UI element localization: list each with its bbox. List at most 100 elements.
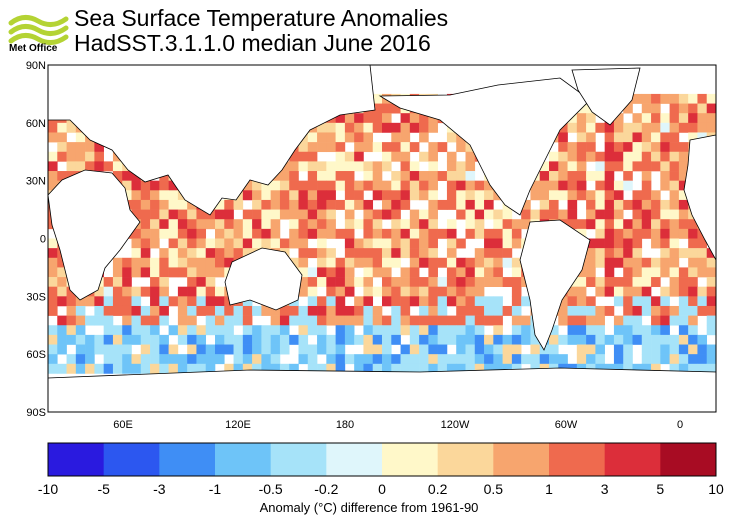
anomaly-cell — [419, 363, 429, 374]
anomaly-cell — [131, 209, 142, 220]
anomaly-cell — [103, 161, 114, 172]
anomaly-cell — [521, 354, 531, 365]
anomaly-cell — [270, 334, 281, 345]
anomaly-cell — [428, 151, 438, 162]
anomaly-cell — [595, 219, 605, 230]
anomaly-cell — [317, 209, 327, 220]
anomaly-cell — [688, 277, 698, 287]
anomaly-cell — [233, 344, 244, 355]
anomaly-cell — [307, 180, 318, 191]
anomaly-cell — [446, 257, 457, 268]
anomaly-cell — [604, 180, 615, 191]
anomaly-cell — [660, 344, 670, 355]
anomaly-cell — [409, 161, 420, 172]
anomaly-cell — [623, 122, 633, 133]
anomaly-cell — [419, 344, 429, 355]
anomaly-cell — [456, 209, 466, 220]
anomaly-cell — [669, 257, 680, 268]
anomaly-cell — [75, 354, 86, 365]
anomaly-cell — [502, 219, 513, 230]
anomaly-cell — [706, 315, 717, 326]
anomaly-cell — [549, 344, 559, 355]
anomaly-cell — [465, 142, 476, 153]
anomaly-cell — [409, 267, 420, 278]
anomaly-cell — [632, 132, 643, 143]
colorbar-swatch — [270, 443, 327, 476]
anomaly-cell — [261, 325, 271, 336]
anomaly-cell — [446, 296, 457, 307]
anomaly-cell — [595, 277, 605, 287]
anomaly-cell — [428, 315, 438, 326]
anomaly-cell — [372, 171, 383, 181]
anomaly-cell — [632, 248, 643, 259]
anomaly-cell — [641, 103, 652, 114]
anomaly-cell — [48, 257, 58, 268]
anomaly-cell — [140, 219, 151, 230]
anomaly-cell — [409, 228, 420, 239]
anomaly-cell — [678, 209, 689, 220]
anomaly-cell — [484, 296, 494, 307]
anomaly-cell — [669, 334, 680, 345]
anomaly-cell — [75, 161, 86, 172]
anomaly-cell — [400, 296, 411, 307]
anomaly-cell — [382, 199, 392, 210]
anomaly-cell — [530, 209, 541, 220]
anomaly-cell — [354, 151, 364, 162]
anomaly-cell — [604, 199, 615, 210]
anomaly-cell — [669, 151, 680, 162]
anomaly-cell — [567, 305, 578, 316]
anomaly-cell — [660, 257, 670, 268]
anomaly-cell — [511, 334, 522, 345]
anomaly-cell — [270, 190, 281, 201]
anomaly-cell — [456, 161, 466, 172]
anomaly-cell — [641, 180, 652, 191]
anomaly-cell — [493, 209, 503, 220]
anomaly-cell — [307, 315, 318, 326]
anomaly-cell — [279, 209, 290, 220]
anomaly-cell — [660, 315, 670, 326]
anomaly-cell — [382, 228, 392, 239]
anomaly-cell — [205, 363, 216, 374]
anomaly-cell — [140, 315, 151, 326]
anomaly-cell — [344, 305, 355, 316]
anomaly-cell — [150, 199, 160, 210]
anomaly-cell — [233, 219, 244, 230]
anomaly-cell — [205, 248, 216, 259]
anomaly-cell — [66, 122, 77, 133]
anomaly-cell — [576, 132, 587, 143]
anomaly-cell — [326, 161, 336, 172]
anomaly-cell — [567, 151, 578, 162]
anomaly-cell — [317, 161, 327, 172]
anomaly-cell — [400, 267, 411, 278]
anomaly-cell — [465, 209, 476, 220]
anomaly-cell — [651, 151, 661, 162]
anomaly-cell — [196, 209, 207, 220]
anomaly-cell — [150, 190, 160, 201]
anomaly-cell — [112, 171, 123, 181]
anomaly-cell — [391, 142, 401, 153]
anomaly-cell — [270, 238, 281, 249]
anomaly-cell — [474, 296, 485, 307]
anomaly-cell — [48, 267, 58, 278]
anomaly-cell — [651, 93, 661, 104]
anomaly-cell — [632, 219, 643, 230]
anomaly-cell — [613, 238, 624, 249]
anomaly-cell — [317, 344, 327, 355]
anomaly-cell — [623, 142, 633, 153]
anomaly-cell — [419, 151, 429, 162]
anomaly-cell — [150, 277, 160, 287]
anomaly-cell — [150, 267, 160, 278]
anomaly-cell — [409, 354, 420, 365]
anomaly-cell — [706, 286, 717, 297]
anomaly-cell — [428, 209, 438, 220]
colorbar-swatch — [493, 443, 550, 476]
anomaly-cell — [187, 363, 197, 374]
anomaly-cell — [641, 267, 652, 278]
anomaly-cell — [484, 267, 494, 278]
anomaly-cell — [437, 257, 448, 268]
anomaly-cell — [363, 228, 374, 239]
anomaly-cell — [187, 296, 197, 307]
anomaly-cell — [317, 132, 327, 143]
anomaly-cell — [586, 296, 596, 307]
anomaly-cell — [372, 286, 383, 297]
